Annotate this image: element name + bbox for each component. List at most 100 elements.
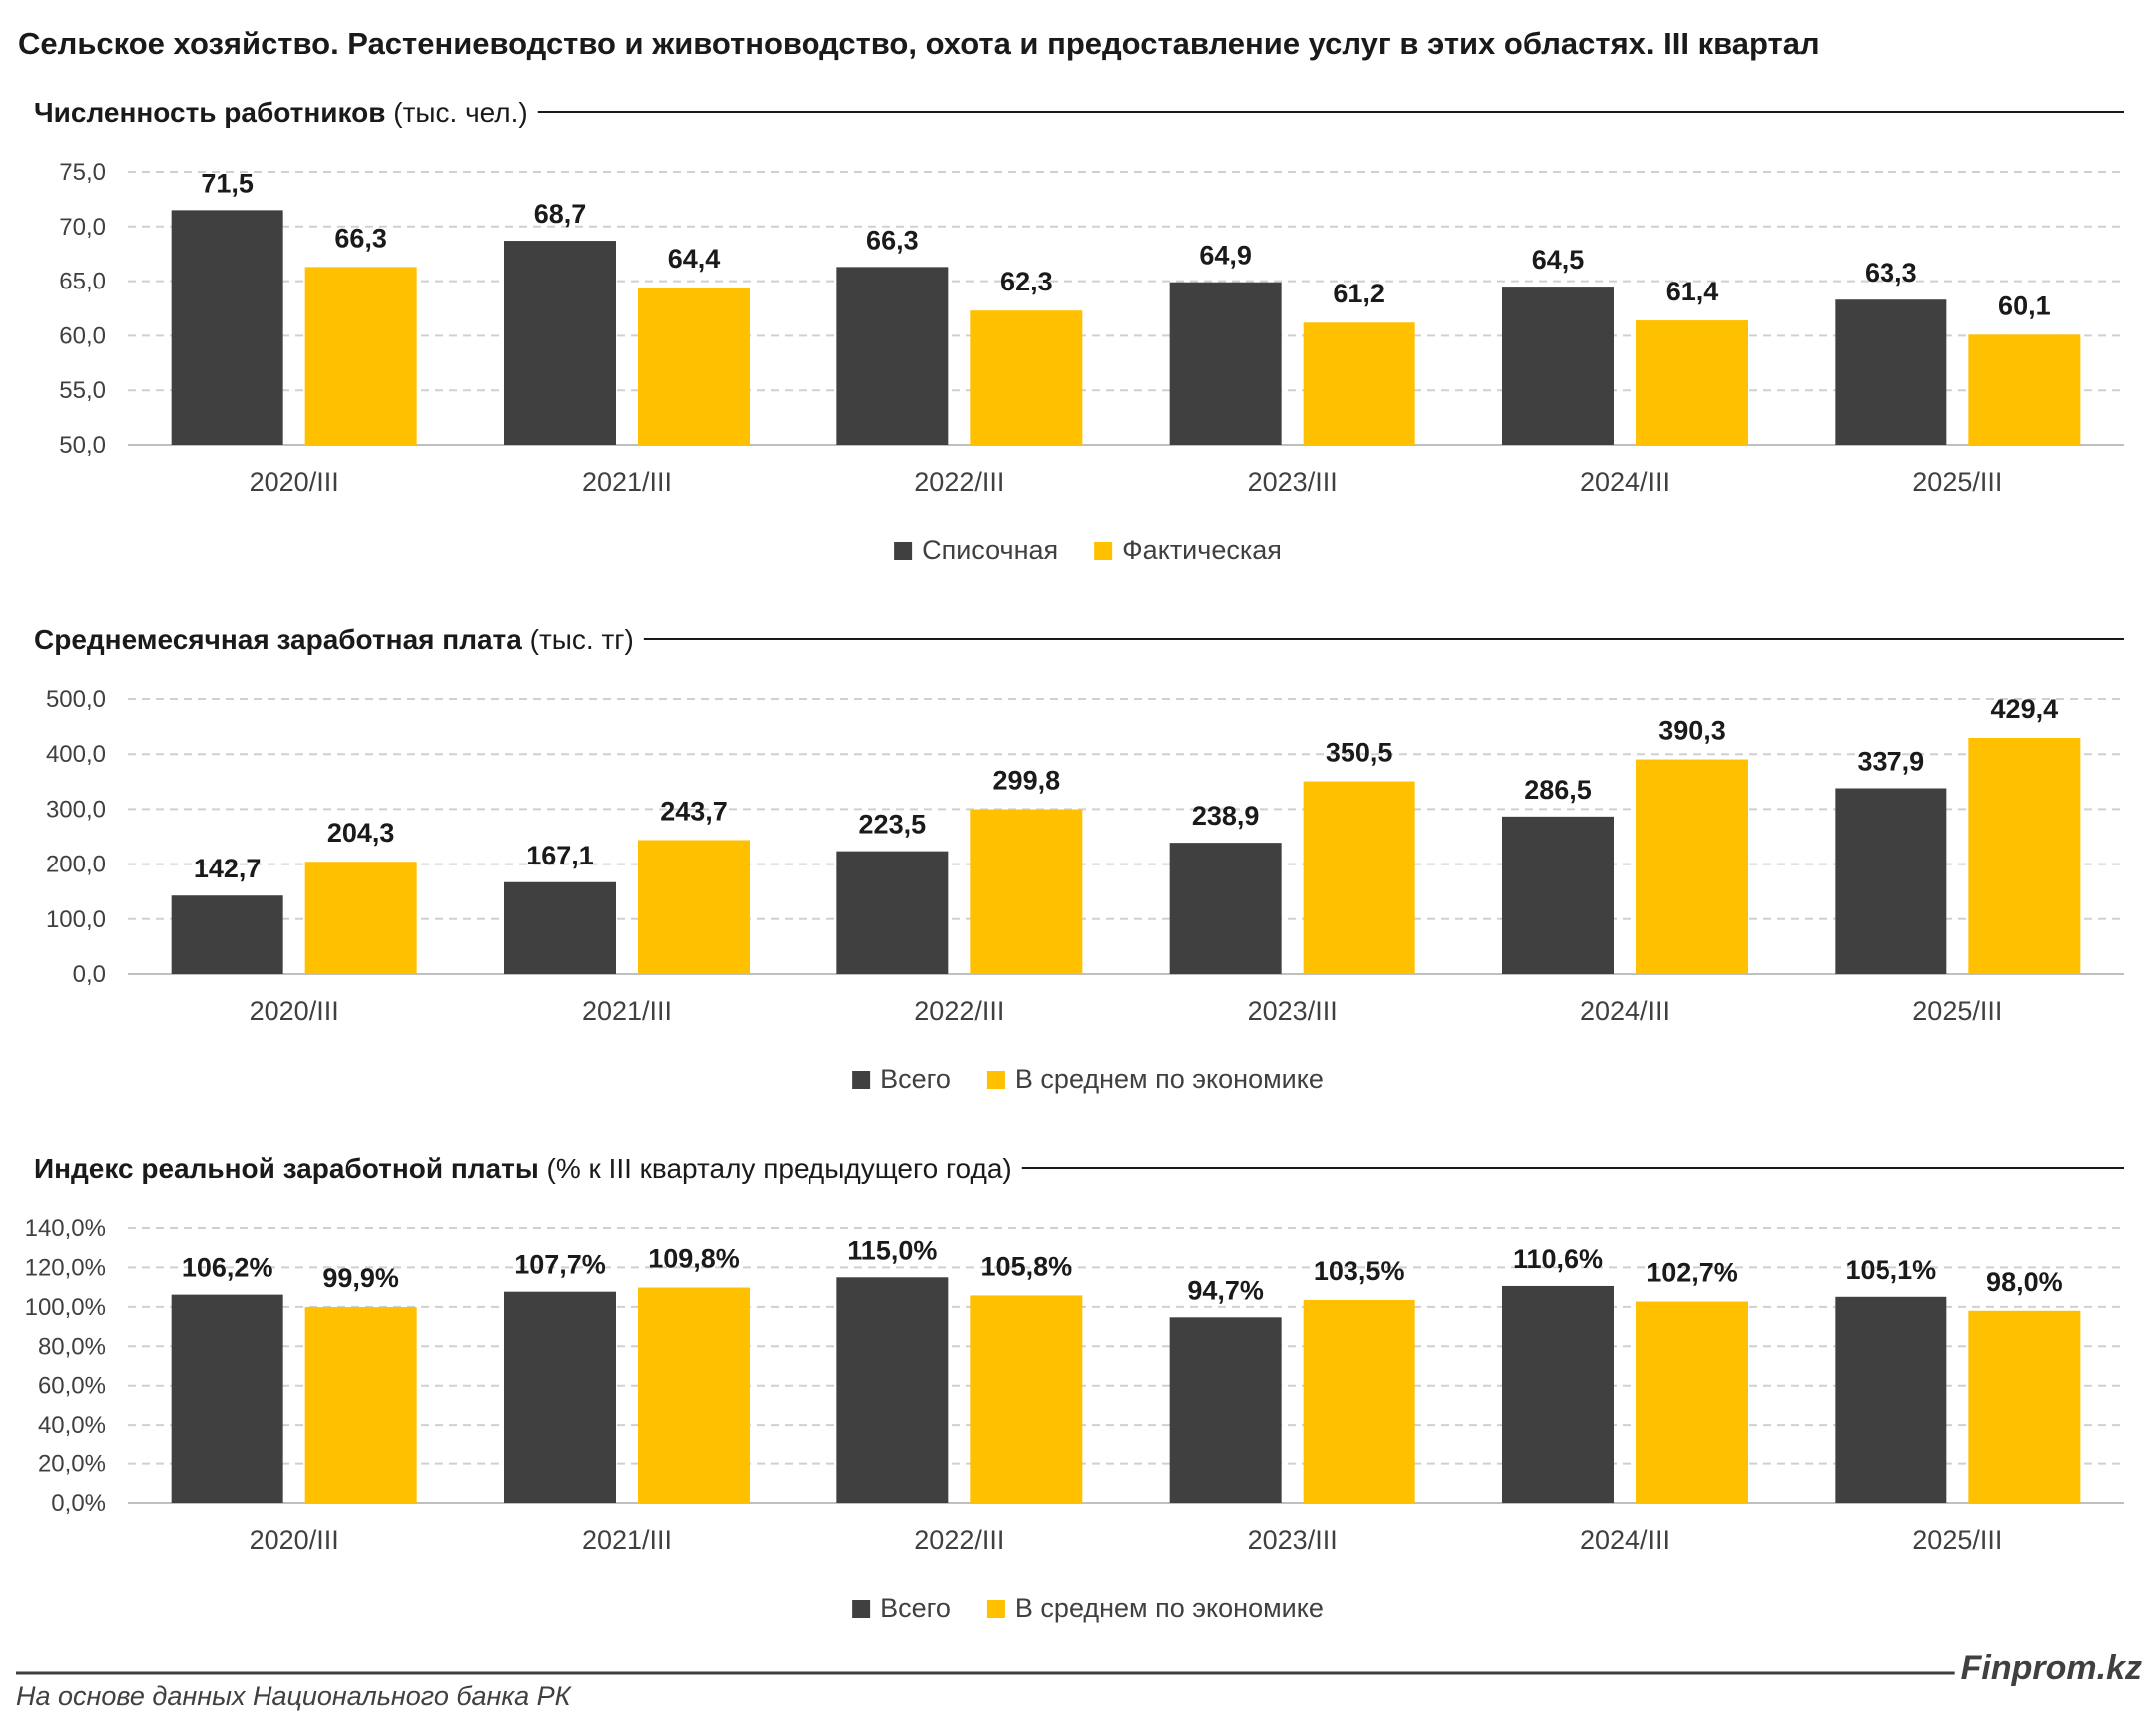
chart3-data-label: 105,1% (1846, 1255, 1937, 1285)
chart2-legend-label: Всего (880, 1064, 951, 1094)
chart3-bar-series2 (1636, 1301, 1748, 1503)
chart1-data-label: 61,2 (1333, 279, 1385, 308)
chart3-title: Индекс реальной заработной платы (% к II… (34, 1153, 1012, 1184)
chart2-bar-series2 (304, 862, 417, 974)
chart2-ytick-label: 500,0 (46, 686, 106, 713)
chart1-legend-label: Фактическая (1122, 535, 1282, 565)
chart1-category-label: 2022/III (914, 467, 1004, 497)
chart2-bar-series2 (638, 840, 750, 974)
chart2-data-label: 243,7 (660, 796, 728, 826)
chart3-bar-series1 (1169, 1317, 1282, 1503)
chart1-bar-series2 (638, 288, 750, 445)
chart2-category-label: 2022/III (914, 996, 1004, 1026)
chart2-category-label: 2021/III (582, 996, 672, 1026)
chart1-bar-series1 (504, 241, 616, 445)
chart2-legend-label: В среднем по экономике (1015, 1064, 1324, 1094)
chart3-ytick-label: 140,0% (25, 1215, 106, 1242)
chart1-ytick-label: 70,0 (59, 214, 106, 241)
chart1-bar-series1 (1502, 287, 1614, 445)
chart3-data-label: 107,7% (514, 1250, 606, 1280)
chart3-category-label: 2022/III (914, 1525, 1004, 1555)
chart3-bar-series2 (970, 1295, 1083, 1503)
chart3-data-label: 98,0% (1986, 1267, 2063, 1297)
chart3-bar-series1 (504, 1291, 616, 1503)
chart2-bar-series1 (1169, 843, 1282, 974)
chart3-category-label: 2021/III (582, 1525, 672, 1555)
chart2-legend-swatch (986, 1071, 1005, 1089)
chart3-data-label: 110,6% (1513, 1244, 1603, 1274)
chart3-data-label: 109,8% (648, 1244, 740, 1274)
chart2-bar-series2 (1303, 781, 1415, 974)
chart3-data-label: 106,2% (182, 1253, 273, 1283)
chart1-data-label: 71,5 (201, 168, 254, 198)
chart3-data-label: 103,5% (1314, 1256, 1405, 1286)
chart2-data-label: 204,3 (327, 818, 395, 848)
chart3-category-label: 2020/III (250, 1525, 339, 1555)
chart1-category-label: 2021/III (582, 467, 672, 497)
chart2-data-label: 238,9 (1192, 801, 1260, 831)
chart1-data-label: 66,3 (334, 223, 387, 253)
chart3-category-label: 2024/III (1580, 1525, 1670, 1555)
chart2-category-label: 2023/III (1248, 996, 1338, 1026)
chart1-data-label: 61,4 (1666, 277, 1719, 306)
chart3-data-label: 105,8% (981, 1251, 1073, 1281)
chart1-category-label: 2023/III (1248, 467, 1338, 497)
chart1-ytick-label: 75,0 (59, 159, 106, 186)
chart2-ytick-label: 0,0 (73, 961, 106, 988)
chart2-ytick-label: 200,0 (46, 852, 106, 878)
chart3-bar-series2 (638, 1287, 750, 1503)
chart2-bar-series1 (1502, 816, 1614, 974)
chart3-bar-series2 (304, 1307, 417, 1503)
chart3-title-text: Индекс реальной заработной платы (34, 1153, 539, 1184)
chart3-data-label: 102,7% (1646, 1258, 1738, 1288)
chart3-category-label: 2023/III (1248, 1525, 1338, 1555)
chart3-bar-series1 (171, 1294, 283, 1503)
chart2-data-label: 350,5 (1326, 738, 1393, 768)
chart3-ytick-label: 20,0% (38, 1451, 106, 1478)
chart3-category-label: 2025/III (1912, 1525, 2002, 1555)
chart2-data-label: 167,1 (526, 841, 594, 870)
chart1-data-label: 63,3 (1865, 258, 1917, 288)
chart2-ytick-label: 300,0 (46, 796, 106, 823)
chart1-ytick-label: 65,0 (59, 269, 106, 295)
chart2-ytick-label: 100,0 (46, 906, 106, 933)
chart2-unit: (тыс. тг) (522, 624, 634, 655)
chart3-legend-label: Всего (880, 1593, 951, 1623)
chart1-category-label: 2024/III (1580, 467, 1670, 497)
chart2-bar-series1 (171, 895, 283, 974)
chart2-title: Среднемесячная заработная плата (тыс. тг… (34, 624, 634, 655)
chart2-bar-series1 (504, 881, 616, 974)
chart2-title-text: Среднемесячная заработная плата (34, 624, 522, 655)
chart2-bar-series2 (970, 809, 1083, 974)
chart2-ytick-label: 400,0 (46, 741, 106, 768)
chart1-title: Численность работников (тыс. чел.) (34, 97, 528, 128)
chart1-ytick-label: 55,0 (59, 377, 106, 404)
chart1-legend-label: Списочная (922, 535, 1058, 565)
chart1-category-label: 2020/III (250, 467, 339, 497)
chart3-ytick-label: 60,0% (38, 1373, 106, 1400)
chart3-data-label: 115,0% (847, 1235, 937, 1265)
chart1-data-label: 64,5 (1532, 245, 1585, 275)
chart1-bar-series2 (970, 310, 1083, 445)
chart1-ytick-label: 50,0 (59, 432, 106, 459)
chart1-bar-series1 (171, 210, 283, 445)
chart2-data-label: 390,3 (1658, 716, 1726, 746)
chart2-data-label: 429,4 (1991, 694, 2059, 724)
chart1-bar-series2 (1303, 322, 1415, 445)
chart3-legend-swatch (986, 1600, 1005, 1618)
chart1-bar-series2 (1968, 334, 2081, 445)
chart1-legend-swatch (1094, 542, 1113, 560)
main-title: Сельское хозяйство. Растениеводство и жи… (18, 26, 1820, 61)
chart1-data-label: 64,9 (1199, 241, 1252, 271)
chart3-ytick-label: 120,0% (25, 1254, 106, 1281)
chart3-ytick-label: 0,0% (51, 1490, 106, 1517)
chart2-category-label: 2025/III (1912, 996, 2002, 1026)
chart2-data-label: 299,8 (993, 766, 1061, 796)
chart2-data-label: 337,9 (1858, 746, 1925, 776)
chart1-unit: (тыс. чел.) (385, 97, 527, 128)
chart1-bar-series2 (1636, 320, 1748, 445)
chart3-ytick-label: 100,0% (25, 1294, 106, 1321)
chart2-data-label: 286,5 (1524, 775, 1592, 805)
source-note: На основе данных Национального банка РК (16, 1681, 571, 1711)
